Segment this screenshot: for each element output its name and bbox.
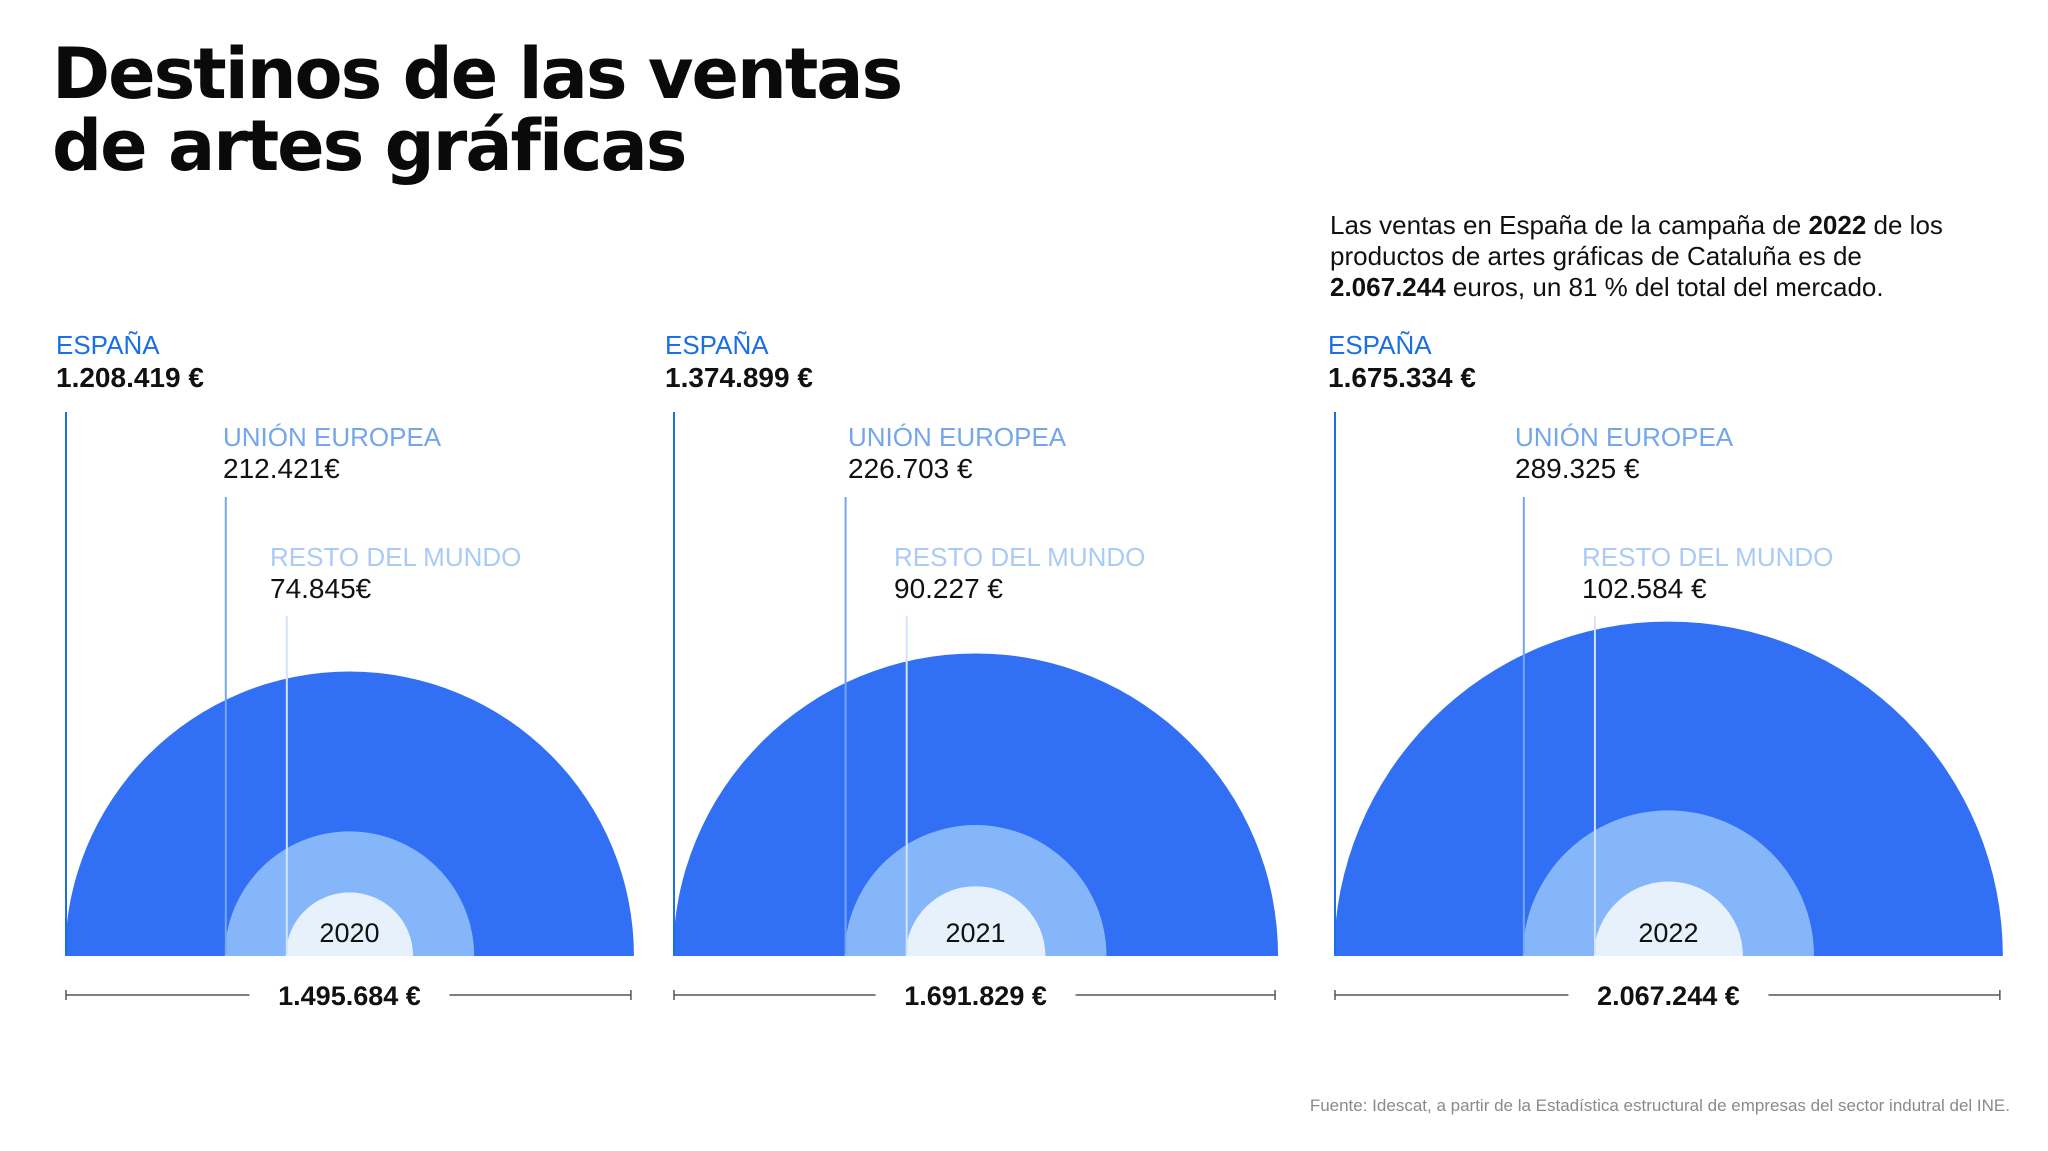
label-espana-2022: ESPAÑA xyxy=(1328,330,1432,360)
value-ue-2020: 212.421€ xyxy=(223,453,340,484)
intro-amount: 2.067.244 xyxy=(1330,272,1446,302)
semicircle-2020-segment-2 xyxy=(285,892,414,956)
source-note: Fuente: Idescat, a partir de la Estadíst… xyxy=(1309,1096,2010,1115)
semicircle-2020-segment-0 xyxy=(65,671,634,956)
total-label-2021: 1.691.829 € xyxy=(904,981,1047,1011)
total-label-2020: 1.495.684 € xyxy=(278,981,421,1011)
label-resto-2020: RESTO DEL MUNDO xyxy=(270,542,522,572)
intro-part-1: Las ventas en España de la campaña de xyxy=(1330,210,1809,240)
label-espana-2020: ESPAÑA xyxy=(56,330,160,360)
value-espana-2021: 1.374.899 € xyxy=(665,362,813,393)
year-label-2021: 2021 xyxy=(946,918,1006,948)
intro-part-3: euros, un 81 % del total del mercado. xyxy=(1445,272,1884,302)
semicircle-2021-segment-0 xyxy=(673,653,1279,956)
value-resto-2020: 74.845€ xyxy=(270,573,372,604)
intro-text: Las ventas en España de la campaña de 20… xyxy=(1330,210,1970,303)
value-resto-2022: 102.584 € xyxy=(1582,573,1707,604)
value-ue-2022: 289.325 € xyxy=(1515,453,1640,484)
label-ue-2022: UNIÓN EUROPEA xyxy=(1515,422,1734,452)
label-ue-2020: UNIÓN EUROPEA xyxy=(223,422,442,452)
label-espana-2021: ESPAÑA xyxy=(665,330,769,360)
intro-year: 2022 xyxy=(1808,210,1867,240)
semicircle-2022-segment-0 xyxy=(1334,621,2003,956)
title-line-2: de artes gráficas xyxy=(52,105,687,187)
semicircle-2021-segment-2 xyxy=(905,886,1046,956)
semicircle-2022-segment-2 xyxy=(1593,881,1743,956)
title-line-1: Destinos de las ventas xyxy=(52,33,903,115)
page-title: Destinos de las ventas de artes gráficas xyxy=(52,33,903,187)
label-resto-2022: RESTO DEL MUNDO xyxy=(1582,542,1834,572)
year-label-2020: 2020 xyxy=(319,918,379,948)
year-label-2022: 2022 xyxy=(1638,918,1698,948)
label-resto-2021: RESTO DEL MUNDO xyxy=(894,542,1146,572)
total-label-2022: 2.067.244 € xyxy=(1597,981,1740,1011)
label-ue-2021: UNIÓN EUROPEA xyxy=(848,422,1067,452)
value-espana-2022: 1.675.334 € xyxy=(1328,362,1476,393)
intro-part-2: de los productos de artes gráficas de Ca… xyxy=(1330,210,1943,271)
value-resto-2021: 90.227 € xyxy=(894,573,1003,604)
value-ue-2021: 226.703 € xyxy=(848,453,973,484)
value-espana-2020: 1.208.419 € xyxy=(56,362,204,393)
